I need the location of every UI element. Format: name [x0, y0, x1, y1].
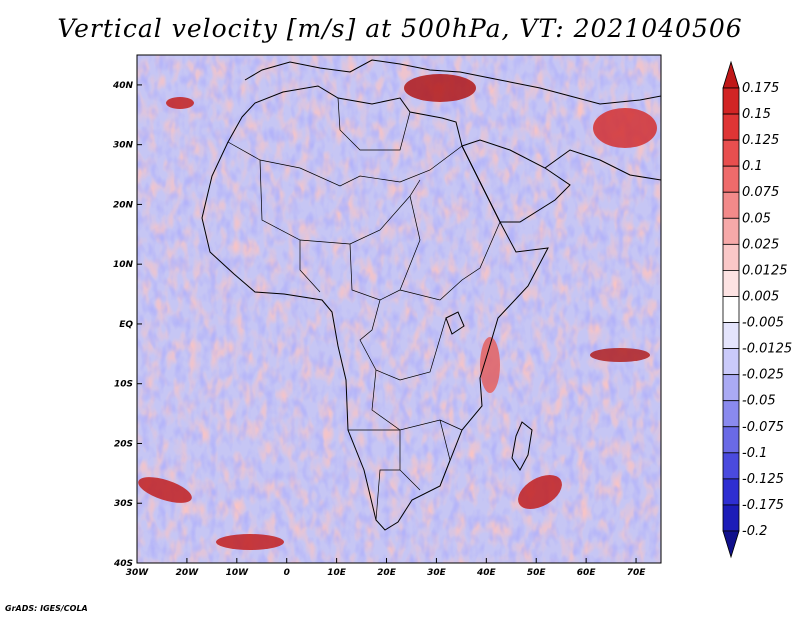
lat-tick-label: 20N [113, 200, 134, 210]
colorbar-label: -0.1 [742, 446, 767, 461]
map-title: Vertical velocity [m/s] at 500hPa, VT: 2… [57, 14, 743, 43]
colorbar-label: -0.0125 [742, 342, 792, 357]
lon-tick-label: 50E [527, 568, 547, 578]
colorbar-label: -0.125 [742, 472, 784, 487]
grads-credit: GrADS: IGES/COLA [5, 604, 88, 613]
colorbar-segment [722, 504, 740, 532]
lon-tick-label: 20E [377, 568, 397, 578]
europe-coastline [244, 59, 661, 105]
lat-tick-label: 10S [114, 380, 133, 390]
lake-victoria [445, 311, 465, 335]
colorbar-segment [722, 139, 740, 167]
lon-tick-label: 20W [176, 568, 200, 578]
lat-tick-label: 30S [114, 499, 133, 509]
lat-tick-label: 30N [113, 141, 134, 151]
colorbar-segment [722, 452, 740, 480]
colorbar-label: 0.1 [742, 159, 763, 174]
colorbar-label: -0.2 [742, 524, 767, 539]
colorbar-label: -0.025 [742, 368, 784, 383]
colorbar-label: 0.05 [742, 211, 771, 226]
lon-tick-label: 70E [627, 568, 647, 578]
colorbar-segment [722, 374, 740, 402]
madagascar-coastline [511, 421, 533, 471]
lon-tick-label: 30W [126, 568, 150, 578]
strong-updraft-patches [138, 74, 657, 550]
lat-tick-label: EQ [119, 320, 133, 330]
velocity-field [137, 55, 661, 563]
colorbar-label: 0.0125 [742, 263, 788, 278]
colorbar-segment [722, 191, 740, 219]
colorbar-segment [722, 113, 740, 141]
colorbar-label: 0.15 [742, 107, 771, 122]
colorbar-label: 0.025 [742, 237, 779, 252]
colorbar-top-arrow [722, 60, 740, 89]
colorbar-segment [722, 348, 740, 376]
colorbar-label: 0.125 [742, 133, 779, 148]
colorbar-segment [722, 426, 740, 454]
lon-tick-label: 60E [577, 568, 597, 578]
lon-tick-label: 10E [327, 568, 347, 578]
colorbar: 0.175 0.15 0.125 0.1 0.075 0.05 0.025 0.0125 0.0… [722, 60, 792, 559]
colorbar-label: -0.05 [742, 394, 776, 409]
colorbar-segment [722, 478, 740, 506]
lat-tick-label: 40S [113, 559, 133, 569]
colorbar-label: -0.005 [742, 316, 784, 331]
lon-tick-label: 40E [476, 568, 497, 578]
colorbar-label: 0.175 [742, 81, 779, 96]
lon-tick-label: 10W [226, 568, 250, 578]
colorbar-label: 0.005 [742, 289, 779, 304]
lat-tick-label: 10N [113, 260, 134, 270]
lat-tick-label: 40N [112, 81, 134, 91]
coastlines [201, 59, 661, 531]
africa-coastline [201, 85, 549, 531]
colorbar-segment [722, 165, 740, 193]
colorbar-label: -0.075 [742, 420, 784, 435]
colorbar-segment [722, 217, 740, 245]
colorbar-segment [722, 87, 740, 115]
colorbar-segment [722, 400, 740, 428]
plot-frame [136, 54, 662, 564]
map-axes: 30W 20W 10W 0 10E 20E 30E 40E 50E 60E 70E 40N 30N 20N… [112, 81, 646, 578]
lat-tick-label: 20S [114, 439, 133, 449]
lon-tick-label: 0 [284, 568, 290, 578]
colorbar-segment [722, 243, 740, 271]
caspian-persian-coastline [544, 149, 661, 181]
colorbar-segment [722, 296, 740, 323]
lon-tick-label: 30E [427, 568, 447, 578]
arabia-coastline [461, 139, 571, 223]
colorbar-segment [722, 270, 740, 297]
colorbar-segment [722, 322, 740, 349]
colorbar-bottom-arrow [722, 530, 740, 559]
colorbar-label: 0.075 [742, 185, 779, 200]
country-borders [227, 97, 501, 521]
colorbar-label: -0.175 [742, 498, 784, 513]
